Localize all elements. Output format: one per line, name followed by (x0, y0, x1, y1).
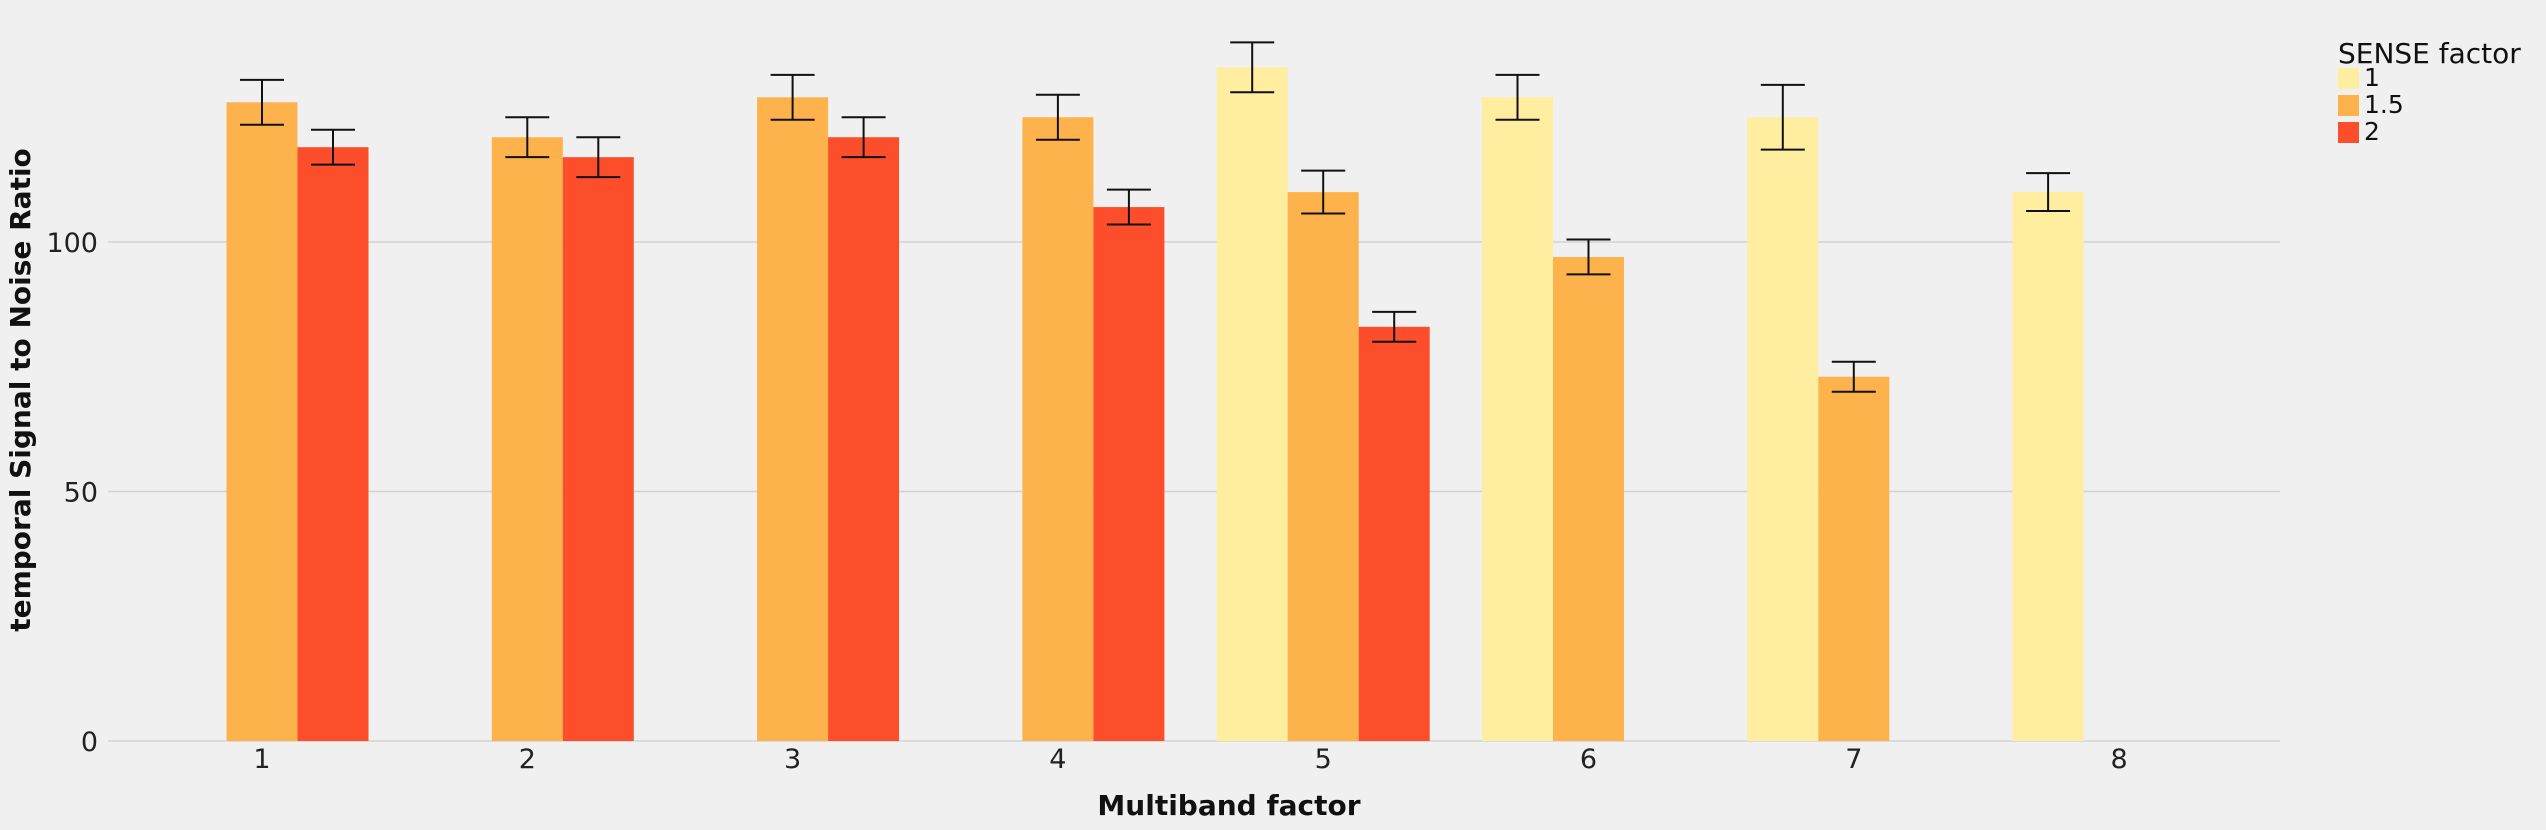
error-bar (1106, 188, 1151, 226)
legend-label: 1 (2364, 63, 2380, 92)
x-tick-label: 7 (1845, 744, 1862, 775)
bar (828, 137, 900, 741)
x-tick-label: 4 (1049, 744, 1066, 775)
x-tick-label: 3 (784, 744, 801, 775)
error-bar (1566, 238, 1611, 276)
y-tick-label: 100 (46, 228, 98, 259)
y-tick-label: 0 (81, 727, 98, 758)
x-tick-label: 8 (2111, 744, 2128, 775)
error-bar (770, 73, 815, 121)
x-tick-label: 6 (1580, 744, 1597, 775)
error-bar (1301, 169, 1346, 215)
bar (2012, 192, 2084, 742)
x-tick-label: 2 (519, 744, 536, 775)
y-tick-label: 50 (64, 478, 98, 509)
legend-label: 1.5 (2364, 90, 2404, 119)
error-bars (240, 41, 2071, 393)
error-bar (1035, 93, 1080, 141)
bar (757, 97, 829, 742)
bar (1747, 117, 1819, 741)
error-bar (841, 116, 886, 159)
bars (226, 67, 2084, 742)
bar (1358, 326, 1430, 741)
grid-lines (108, 241, 2280, 742)
legend-swatch (2338, 122, 2359, 143)
error-bar (311, 128, 355, 166)
bar (1093, 207, 1165, 741)
bar (491, 137, 563, 741)
error-bar (505, 116, 550, 159)
legend-swatch (2338, 95, 2359, 116)
bar (1482, 97, 1553, 742)
x-tick-labels: 1 2 3 4 5 6 7 8 (253, 744, 2127, 775)
y-axis-title: temporal Signal to Noise Ratio (4, 148, 37, 632)
bar (1553, 256, 1624, 741)
bar (1022, 117, 1094, 741)
bar (297, 147, 369, 741)
legend-swatch (2338, 68, 2359, 89)
bar (1216, 67, 1288, 742)
error-bar (1495, 73, 1540, 121)
error-bar (1760, 83, 1805, 151)
error-bar (2026, 172, 2071, 213)
legend-title: SENSE factor (2338, 37, 2521, 70)
bar (1818, 376, 1890, 741)
error-bar (576, 136, 621, 179)
legend-label: 2 (2364, 117, 2380, 146)
error-bar (1230, 41, 1275, 94)
bar (562, 157, 634, 742)
error-bar (240, 78, 284, 126)
error-bar (1831, 360, 1876, 393)
x-tick-label: 1 (253, 744, 270, 775)
bar (1287, 192, 1359, 742)
bar (226, 102, 298, 741)
x-tick-label: 5 (1315, 744, 1332, 775)
legend: SENSE factor 11.52 (2338, 37, 2521, 146)
x-axis-title: Multiband factor (1097, 789, 1360, 822)
error-bar (1372, 310, 1417, 343)
y-tick-labels: 0 50 100 (46, 228, 98, 758)
